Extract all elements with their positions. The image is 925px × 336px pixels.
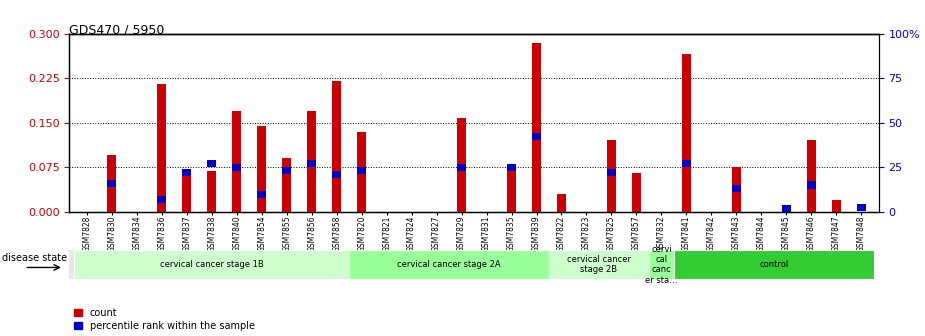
Bar <box>157 84 166 212</box>
Bar <box>807 181 816 188</box>
Bar <box>182 169 191 212</box>
Bar <box>349 250 549 279</box>
Bar <box>682 160 691 167</box>
Bar <box>107 180 117 187</box>
Bar <box>832 200 841 212</box>
Bar <box>207 171 216 212</box>
Bar <box>732 167 741 212</box>
Bar <box>457 164 466 171</box>
Bar <box>357 131 366 212</box>
Text: cervi
cal
canc
er sta…: cervi cal canc er sta… <box>645 245 678 285</box>
Bar <box>607 140 616 212</box>
Bar <box>782 205 791 213</box>
Bar <box>257 191 266 198</box>
Bar <box>307 111 316 212</box>
Bar <box>649 250 674 279</box>
Legend: count, percentile rank within the sample: count, percentile rank within the sample <box>74 308 254 331</box>
Bar <box>674 250 874 279</box>
Text: disease state: disease state <box>2 253 68 263</box>
Bar <box>232 111 241 212</box>
Bar <box>307 160 316 167</box>
Text: GDS470 / 5950: GDS470 / 5950 <box>69 24 165 37</box>
Bar <box>182 169 191 176</box>
Bar <box>549 250 649 279</box>
Text: cervical cancer
stage 2B: cervical cancer stage 2B <box>567 255 631 274</box>
Bar <box>207 160 216 167</box>
Bar <box>507 170 516 212</box>
Bar <box>532 43 541 212</box>
Bar <box>107 155 117 212</box>
Bar <box>557 194 566 212</box>
Bar <box>857 204 866 211</box>
Bar <box>457 118 466 212</box>
Bar <box>682 54 691 212</box>
Bar <box>357 167 366 174</box>
Bar <box>257 126 266 212</box>
Bar <box>332 171 341 178</box>
Bar <box>232 164 241 171</box>
Text: control: control <box>759 260 788 269</box>
Bar <box>74 250 349 279</box>
Bar <box>282 158 291 212</box>
Bar <box>732 185 741 192</box>
Bar <box>607 169 616 176</box>
Bar <box>507 164 516 171</box>
Bar <box>532 133 541 140</box>
Bar <box>282 167 291 174</box>
Text: cervical cancer stage 2A: cervical cancer stage 2A <box>397 260 501 269</box>
Bar <box>157 196 166 203</box>
Bar <box>807 140 816 212</box>
Bar <box>632 173 641 212</box>
Text: cervical cancer stage 1B: cervical cancer stage 1B <box>160 260 264 269</box>
Bar <box>332 81 341 212</box>
